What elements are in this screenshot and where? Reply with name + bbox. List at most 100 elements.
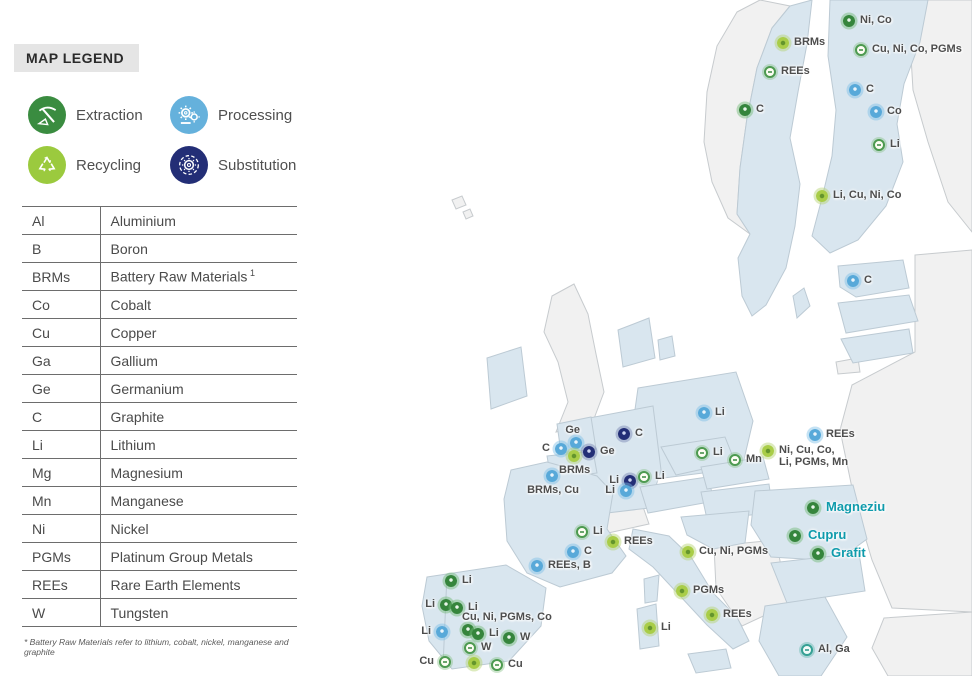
legend-label-recycling: Recycling — [76, 156, 142, 174]
faroe-islands — [451, 195, 474, 220]
material-name-cell: Manganese — [100, 486, 297, 515]
extraction-marker-icon — [789, 530, 801, 542]
abbr-cell: W — [22, 598, 101, 627]
country-finland — [811, 0, 929, 254]
legend-item-processing: Processing — [170, 96, 312, 134]
double-green-marker-icon — [491, 659, 503, 671]
marker-label: Li — [425, 598, 435, 610]
recycling-marker-icon — [682, 546, 694, 558]
marker-label: Li, Cu, Ni, Co — [833, 189, 902, 201]
table-row: Co Cobalt — [22, 290, 297, 319]
table-row: Ga Gallium — [22, 346, 297, 375]
double-green-marker-icon — [696, 447, 708, 459]
country-uk — [543, 283, 605, 433]
marker-label: Al, Ga — [818, 643, 850, 655]
abbr-cell: B — [22, 234, 101, 263]
marker-label: W — [520, 631, 531, 643]
table-row: Li Lithium — [22, 430, 297, 459]
country-slovakia — [700, 456, 770, 490]
marker-label: Cu, Ni, PGMs — [699, 545, 769, 557]
material-name-cell: Germanium — [100, 374, 297, 403]
legend-item-substitution: Substitution — [170, 146, 312, 184]
abbr-cell: BRMs — [22, 262, 101, 291]
table-row: Cu Copper — [22, 318, 297, 347]
marker-label: C — [635, 427, 643, 439]
marker-label: BRMs, Cu — [527, 484, 580, 496]
material-name-cell: Battery Raw Materials 1 — [100, 262, 297, 291]
material-name-cell: Aluminium — [100, 206, 297, 235]
table-row: Al Aluminium — [22, 206, 297, 235]
recycling-marker-icon — [762, 445, 774, 457]
legend-panel: MAP LEGEND Extraction — [0, 0, 330, 676]
country-sweden — [736, 0, 813, 317]
island-sicily — [687, 648, 732, 674]
marker-label: C — [756, 103, 764, 115]
processing-marker-icon — [546, 470, 558, 482]
country-turkey — [871, 611, 972, 676]
country-ireland — [486, 346, 528, 410]
processing-marker-icon — [870, 106, 882, 118]
abbr-cell: Li — [22, 430, 101, 459]
recycle-icon — [28, 146, 66, 184]
recycling-marker-icon — [816, 190, 828, 202]
country-croatia — [680, 510, 750, 550]
processing-marker-icon — [555, 443, 567, 455]
processing-marker-icon — [847, 275, 859, 287]
country-france — [503, 461, 627, 588]
marker-label: PGMs — [693, 584, 725, 596]
marker-label: Ge — [565, 423, 580, 436]
double-teal-marker-icon — [801, 644, 813, 656]
processing-marker-icon — [620, 485, 632, 497]
abbr-cell: Cu — [22, 318, 101, 347]
double-green-marker-icon — [764, 66, 776, 78]
footnote: * Battery Raw Materials refer to lithium… — [24, 637, 289, 657]
marker-label: Li — [421, 625, 431, 637]
marker-label: Li — [609, 474, 619, 486]
island-corsica — [643, 574, 660, 604]
marker-label: C — [866, 83, 874, 95]
country-lithuania — [840, 328, 914, 364]
double-green-marker-icon — [855, 44, 867, 56]
recycling-marker-icon — [468, 657, 480, 669]
abbr-cell: REEs — [22, 570, 101, 599]
table-row: C Graphite — [22, 402, 297, 431]
legend-label-processing: Processing — [218, 106, 293, 124]
abbr-cell: Ni — [22, 514, 101, 543]
material-name-cell: Gallium — [100, 346, 297, 375]
gears-icon — [170, 96, 208, 134]
recycling-marker-icon — [568, 450, 580, 462]
marker-label: Li — [890, 138, 900, 150]
legend-item-recycling: Recycling — [28, 146, 170, 184]
marker-label: Mn — [746, 453, 762, 465]
material-name-cell: Copper — [100, 318, 297, 347]
processing-marker-icon — [849, 84, 861, 96]
material-name-cell: Platinum Group Metals — [100, 542, 297, 571]
abbr-cell: PGMs — [22, 542, 101, 571]
extraction-marker-icon — [472, 628, 484, 640]
material-name-cell: Lithium — [100, 430, 297, 459]
extraction-marker-icon — [807, 502, 819, 514]
table-row: REEs Rare Earth Elements — [22, 570, 297, 599]
table-row: W Tungsten — [22, 598, 297, 627]
marker-label: C — [864, 274, 872, 286]
double-green-marker-icon — [638, 471, 650, 483]
legend-title: MAP LEGEND — [14, 44, 140, 72]
marker-label: BRMs — [794, 36, 826, 48]
abbr-cell: Co — [22, 290, 101, 319]
abbr-cell: Ge — [22, 374, 101, 403]
marker-label: Cu, Ni, PGMs, Co — [462, 610, 552, 623]
pickaxe-icon — [28, 96, 66, 134]
processing-marker-icon — [436, 626, 448, 638]
marker-label: REEs — [624, 535, 653, 547]
table-row: Ge Germanium — [22, 374, 297, 403]
marker-label: Li — [593, 525, 603, 537]
material-name-cell: Rare Earth Elements — [100, 570, 297, 599]
material-name-cell: Cobalt — [100, 290, 297, 319]
country-latvia — [837, 294, 919, 334]
marker-label: Cupru — [808, 527, 847, 542]
marker-label: Li — [462, 574, 472, 586]
processing-marker-icon — [567, 546, 579, 558]
marker-label: Grafit — [831, 545, 866, 560]
